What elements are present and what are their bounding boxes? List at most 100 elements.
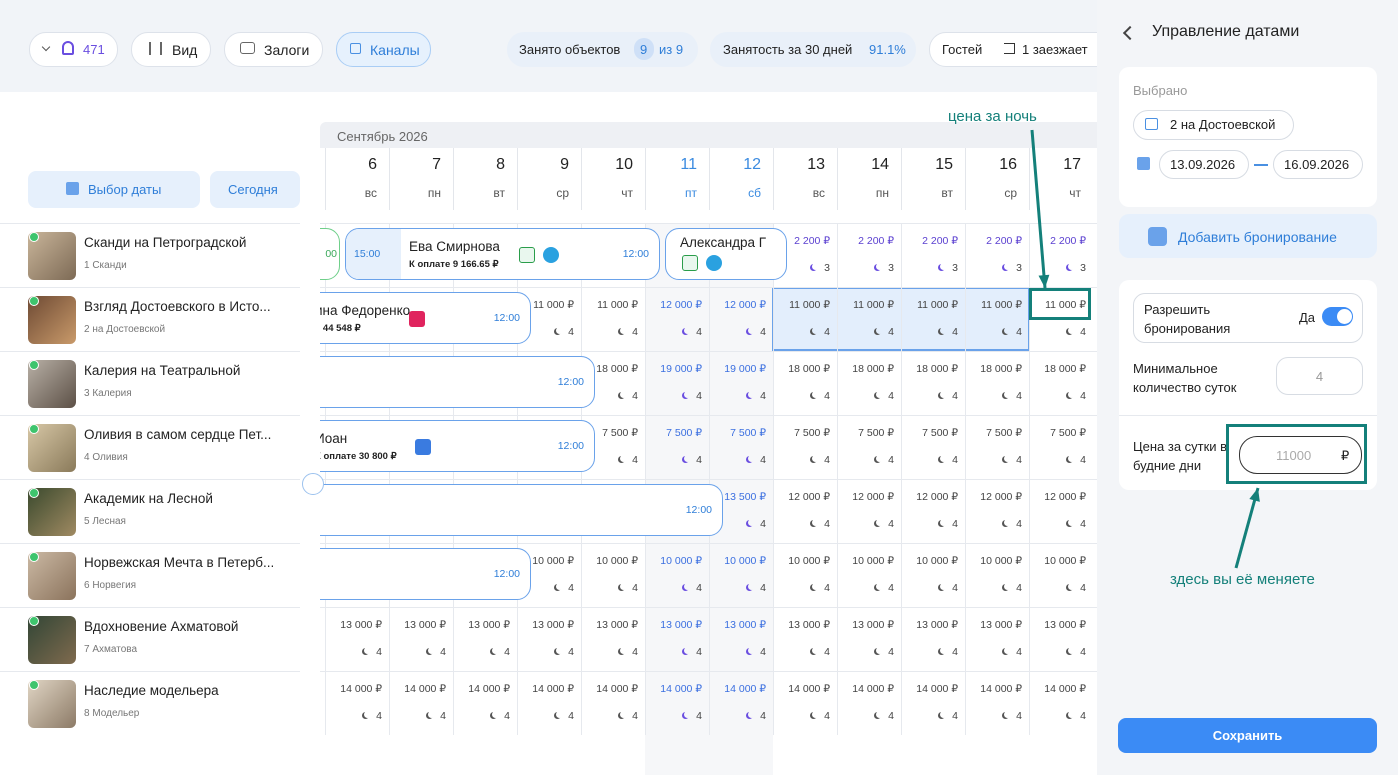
toolbar-button[interactable] xyxy=(131,32,211,67)
cell-price: 11 000 ₽ xyxy=(789,299,830,311)
price-cell[interactable]: 7 500 ₽ 4 xyxy=(581,415,645,479)
price-cell[interactable]: 7 500 ₽ 4 xyxy=(901,415,965,479)
price-cell[interactable]: 18 000 ₽ 4 xyxy=(773,351,837,415)
booking[interactable]: 00 xyxy=(320,228,340,280)
price-cell[interactable]: 13 000 ₽ 4 xyxy=(965,607,1029,671)
min-nights-input[interactable] xyxy=(1276,357,1363,395)
cell-border xyxy=(709,671,710,735)
cell-border xyxy=(581,671,582,735)
price-cell[interactable]: 14 000 ₽ 4 xyxy=(325,671,389,735)
price-cell[interactable]: 10 000 ₽ 4 xyxy=(709,543,773,607)
pick-date-button[interactable] xyxy=(28,171,200,208)
price-cell[interactable]: 19 000 ₽ 4 xyxy=(645,351,709,415)
price-cell[interactable]: 12 000 ₽ 4 xyxy=(645,287,709,351)
price-cell[interactable]: 19 000 ₽ 4 xyxy=(709,351,773,415)
price-cell[interactable]: 13 000 ₽ 4 xyxy=(645,607,709,671)
price-cell[interactable]: 12 000 ₽ 4 xyxy=(901,479,965,543)
property-name[interactable]: Академик на Лесной xyxy=(84,491,213,506)
price-cell[interactable]: 18 000 ₽ 4 xyxy=(965,351,1029,415)
price-cell[interactable]: 10 000 ₽ 4 xyxy=(773,543,837,607)
price-cell[interactable]: 12 000 ₽ 4 xyxy=(1029,479,1093,543)
price-cell[interactable]: 2 200 ₽ 3 xyxy=(773,223,837,287)
price-cell[interactable]: 12 000 ₽ 4 xyxy=(773,479,837,543)
price-cell[interactable]: 18 000 ₽ 4 xyxy=(837,351,901,415)
price-cell[interactable]: 13 500 ₽ 4 xyxy=(709,479,773,543)
booking[interactable]: 12:00 xyxy=(320,356,595,408)
price-cell[interactable]: 10 000 ₽ 4 xyxy=(1029,543,1093,607)
cell-nights: 4 xyxy=(888,582,894,594)
price-cell[interactable]: 13 000 ₽ 4 xyxy=(1029,607,1093,671)
price-cell[interactable]: 14 000 ₽ 4 xyxy=(453,671,517,735)
price-cell[interactable]: 12 000 ₽ 4 xyxy=(837,479,901,543)
price-cell[interactable]: 14 000 ₽ 4 xyxy=(709,671,773,735)
price-cell[interactable]: 13 000 ₽ 4 xyxy=(773,607,837,671)
price-cell[interactable]: 7 500 ₽ 4 xyxy=(837,415,901,479)
price-cell[interactable]: 2 200 ₽ 3 xyxy=(1029,223,1093,287)
price-cell[interactable]: 11 000 ₽ 4 xyxy=(517,287,581,351)
booking[interactable]: 12:00 xyxy=(320,548,531,600)
price-cell[interactable]: 13 000 ₽ 4 xyxy=(709,607,773,671)
booking[interactable]: 15:00 Ева Смирнова К оплате 9 166.65 ₽ 12:0… xyxy=(345,228,660,280)
price-cell[interactable]: 14 000 ₽ 4 xyxy=(1029,671,1093,735)
price-cell[interactable]: 12 000 ₽ 4 xyxy=(965,479,1029,543)
price-cell[interactable]: 13 000 ₽ 4 xyxy=(325,607,389,671)
price-cell[interactable]: 13 000 ₽ 4 xyxy=(453,607,517,671)
price-cell[interactable]: 13 000 ₽ 4 xyxy=(581,607,645,671)
price-cell[interactable]: 14 000 ₽ 4 xyxy=(645,671,709,735)
property-name[interactable]: Сканди на Петроградской xyxy=(84,235,247,250)
price-cell[interactable]: 2 200 ₽ 3 xyxy=(901,223,965,287)
property-name[interactable]: Калерия на Театральной xyxy=(84,363,241,378)
price-cell[interactable]: 11 000 ₽ 4 xyxy=(1029,287,1093,351)
highlight-box xyxy=(1226,424,1367,484)
booking[interactable]: Иоан К оплате 30 800 ₽ 12:00 xyxy=(320,420,595,472)
property-name[interactable]: Оливия в самом сердце Пет... xyxy=(84,427,272,442)
price-cell[interactable]: 10 000 ₽ 4 xyxy=(581,543,645,607)
price-cell[interactable]: 10 000 ₽ 4 xyxy=(965,543,1029,607)
price-cell[interactable]: 7 500 ₽ 4 xyxy=(1029,415,1093,479)
price-cell[interactable]: 13 000 ₽ 4 xyxy=(517,607,581,671)
property-name[interactable]: Норвежская Мечта в Петерб... xyxy=(84,555,275,570)
price-cell[interactable]: 7 500 ₽ 4 xyxy=(645,415,709,479)
toolbar-button[interactable] xyxy=(336,32,431,67)
price-cell[interactable]: 14 000 ₽ 4 xyxy=(773,671,837,735)
price-cell[interactable]: 18 000 ₽ 4 xyxy=(901,351,965,415)
price-cell[interactable]: 13 000 ₽ 4 xyxy=(837,607,901,671)
price-cell[interactable]: 10 000 ₽ 4 xyxy=(517,543,581,607)
price-cell[interactable]: 11 000 ₽ 4 xyxy=(581,287,645,351)
price-cell[interactable]: 7 500 ₽ 4 xyxy=(709,415,773,479)
collapse-toggle[interactable] xyxy=(302,473,324,495)
price-cell[interactable]: 10 000 ₽ 4 xyxy=(645,543,709,607)
today-button[interactable] xyxy=(210,171,300,208)
price-cell[interactable]: 14 000 ₽ 4 xyxy=(517,671,581,735)
booking[interactable]: Александра Г xyxy=(665,228,787,280)
price-input[interactable] xyxy=(1239,436,1362,474)
price-cell[interactable]: 14 000 ₽ 4 xyxy=(965,671,1029,735)
price-cell[interactable]: 11 000 ₽ 4 xyxy=(773,287,837,351)
toolbar-button[interactable] xyxy=(929,32,1119,67)
property-name[interactable]: Наследие модельера xyxy=(84,683,219,698)
price-cell[interactable]: 14 000 ₽ 4 xyxy=(837,671,901,735)
price-cell[interactable]: 18 000 ₽ 4 xyxy=(1029,351,1093,415)
booking[interactable]: 12:00 xyxy=(320,484,723,536)
save-button[interactable] xyxy=(1118,718,1377,753)
price-cell[interactable]: 10 000 ₽ 4 xyxy=(837,543,901,607)
price-cell[interactable]: 7 500 ₽ 4 xyxy=(965,415,1029,479)
price-cell[interactable]: 11 000 ₽ 4 xyxy=(837,287,901,351)
price-cell[interactable]: 10 000 ₽ 4 xyxy=(901,543,965,607)
price-cell[interactable]: 12 000 ₽ 4 xyxy=(709,287,773,351)
price-cell[interactable]: 2 200 ₽ 3 xyxy=(837,223,901,287)
price-cell[interactable]: 13 000 ₽ 4 xyxy=(901,607,965,671)
price-cell[interactable]: 14 000 ₽ 4 xyxy=(901,671,965,735)
price-cell[interactable]: 14 000 ₽ 4 xyxy=(581,671,645,735)
price-cell[interactable]: 14 000 ₽ 4 xyxy=(389,671,453,735)
price-cell[interactable]: 7 500 ₽ 4 xyxy=(773,415,837,479)
price-cell[interactable]: 2 200 ₽ 3 xyxy=(965,223,1029,287)
price-cell[interactable]: 18 000 ₽ 4 xyxy=(581,351,645,415)
property-name[interactable]: Взгляд Достоевского в Исто... xyxy=(84,299,271,314)
property-chip xyxy=(1133,110,1294,140)
booking[interactable]: ина Федоренко е 44 548 ₽ 12:00 xyxy=(320,292,531,344)
property-name[interactable]: Вдохновение Ахматовой xyxy=(84,619,239,634)
price-cell[interactable]: 11 000 ₽ 4 xyxy=(901,287,965,351)
price-cell[interactable]: 13 000 ₽ 4 xyxy=(389,607,453,671)
price-cell[interactable]: 11 000 ₽ 4 xyxy=(965,287,1029,351)
